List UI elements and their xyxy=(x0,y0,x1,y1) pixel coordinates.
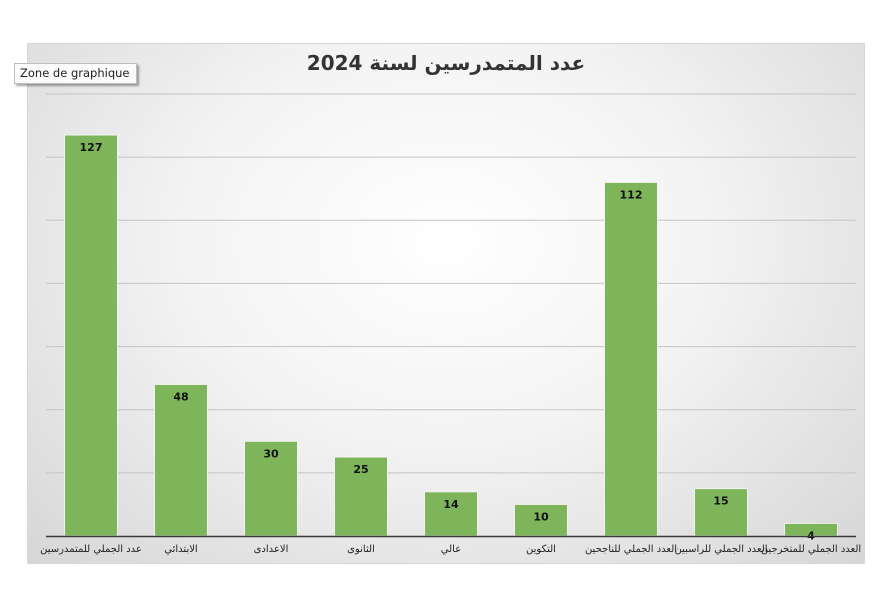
x-tick-label: عدد الجملي للمتمدرسين xyxy=(40,544,142,555)
data-label: 25 xyxy=(353,463,368,476)
x-tick-label: العدد الجملي للناجحين xyxy=(585,544,677,555)
bar[interactable] xyxy=(154,383,208,537)
data-label: 112 xyxy=(620,188,643,201)
data-label: 15 xyxy=(713,495,728,508)
data-label: 10 xyxy=(533,510,549,523)
bar[interactable] xyxy=(64,134,118,537)
x-tick-label: الثانوى xyxy=(347,544,375,555)
bar[interactable] xyxy=(604,181,658,537)
x-tick-label: الاعدادى xyxy=(254,544,289,555)
data-label: 14 xyxy=(443,498,459,511)
data-label: 48 xyxy=(173,390,188,403)
x-tick-label: العدد الجملي للراسبين xyxy=(674,544,767,555)
x-tick-label: التكوين xyxy=(526,544,556,555)
data-label: 127 xyxy=(80,141,103,154)
bar[interactable] xyxy=(514,503,568,537)
data-label: 30 xyxy=(263,447,279,460)
chart-title: عدد المتمدرسين لسنة 2024 xyxy=(306,51,586,75)
x-tick-label: عالي xyxy=(441,544,461,555)
bar[interactable] xyxy=(334,456,388,537)
x-tick-label: العدد الجملي للمتخرجين xyxy=(761,544,861,555)
x-tick-label: الابتدائي xyxy=(164,544,197,555)
chart-area-tooltip: Zone de graphique xyxy=(14,63,137,84)
